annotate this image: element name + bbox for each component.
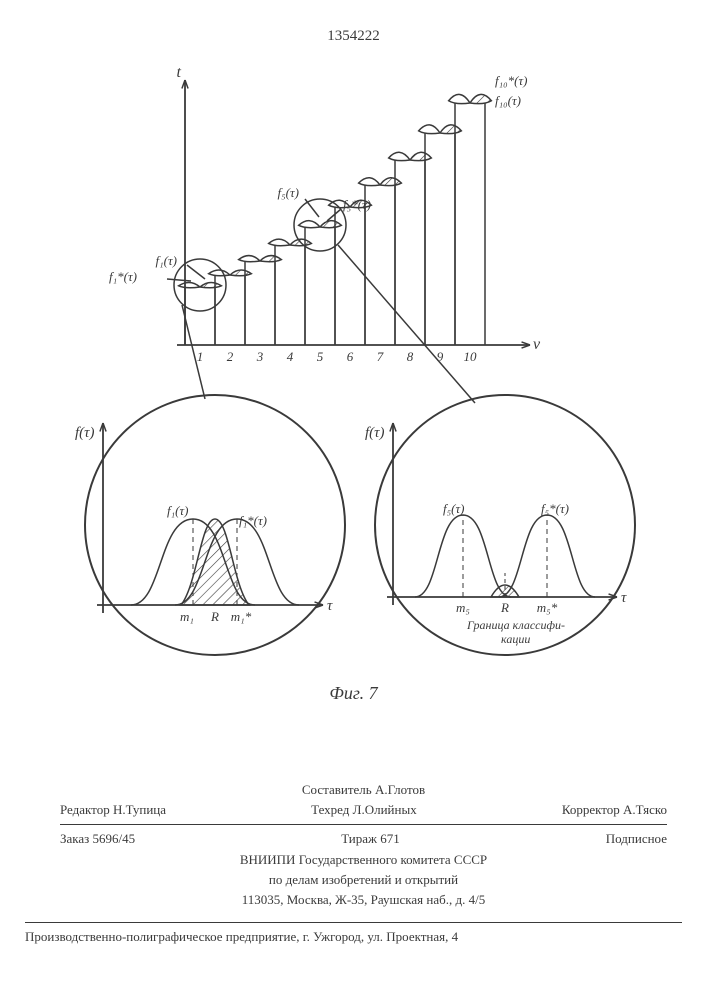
figure: t v 1 2 3 4 5 6 7 8 9 10 f₁*(τ) f₁(τ) f₅(τ) f₅*(τ) f₁₀*(… [0, 45, 707, 675]
svg-text:m₁: m₁ [180, 609, 194, 624]
printer-line: Производственно-полиграфическое предприя… [25, 918, 682, 945]
svg-text:2: 2 [227, 349, 234, 364]
org1: ВНИИПИ Государственного комитета СССР [60, 850, 667, 870]
compiler: Составитель А.Глотов [60, 780, 667, 800]
svg-text:R: R [500, 600, 509, 615]
svg-text:R: R [210, 609, 219, 624]
address: 113035, Москва, Ж-35, Раушская наб., д. … [60, 890, 667, 910]
svg-text:f₁₀*(τ): f₁₀*(τ) [495, 73, 527, 88]
circulation: Тираж 671 [341, 829, 400, 849]
svg-text:f₅(τ): f₅(τ) [443, 501, 464, 516]
svg-text:m₅*: m₅* [537, 600, 558, 615]
svg-text:f₁*(τ): f₁*(τ) [239, 513, 267, 528]
svg-text:Граница классифи-: Граница классифи- [466, 618, 565, 632]
svg-text:1: 1 [197, 349, 204, 364]
svg-text:f₁*(τ): f₁*(τ) [109, 269, 137, 284]
svg-text:m₅: m₅ [456, 600, 470, 615]
figure-svg: t v 1 2 3 4 5 6 7 8 9 10 f₁*(τ) f₁(τ) f₅(τ) f₅*(τ) f₁₀*(… [0, 45, 707, 675]
svg-text:f₅*(τ): f₅*(τ) [343, 197, 371, 212]
figure-caption: Фиг. 7 [0, 683, 707, 704]
svg-text:9: 9 [437, 349, 444, 364]
svg-text:τ: τ [327, 598, 333, 614]
signed: Подписное [606, 829, 667, 849]
footer: Составитель А.Глотов Редактор Н.Тупица Т… [60, 780, 667, 910]
corrector: Корректор А.Тяско [562, 800, 667, 820]
svg-text:10: 10 [464, 349, 478, 364]
svg-text:кации: кации [501, 632, 530, 646]
svg-text:f(τ): f(τ) [365, 425, 385, 441]
svg-text:6: 6 [347, 349, 354, 364]
svg-text:f₅*(τ): f₅*(τ) [541, 501, 569, 516]
svg-text:m₁*: m₁* [231, 609, 252, 624]
svg-text:τ: τ [621, 590, 627, 606]
svg-text:4: 4 [287, 349, 294, 364]
svg-text:f₅(τ): f₅(τ) [278, 185, 299, 200]
printer: Производственно-полиграфическое предприя… [25, 929, 682, 945]
svg-text:8: 8 [407, 349, 414, 364]
page-number: 1354222 [0, 0, 707, 45]
svg-text:t: t [177, 64, 182, 81]
order: Заказ 5696/45 [60, 829, 135, 849]
svg-text:f(τ): f(τ) [75, 425, 95, 441]
org2: по делам изобретений и открытий [60, 870, 667, 890]
svg-text:f₁₀(τ): f₁₀(τ) [495, 93, 521, 108]
svg-text:5: 5 [317, 349, 324, 364]
svg-text:7: 7 [377, 349, 384, 364]
svg-text:v: v [533, 336, 541, 353]
svg-text:f₁(τ): f₁(τ) [167, 503, 188, 518]
svg-text:f₁(τ): f₁(τ) [156, 253, 177, 268]
tech: Техред Л.Олийных [311, 800, 417, 820]
editor: Редактор Н.Тупица [60, 800, 166, 820]
svg-text:3: 3 [256, 349, 264, 364]
